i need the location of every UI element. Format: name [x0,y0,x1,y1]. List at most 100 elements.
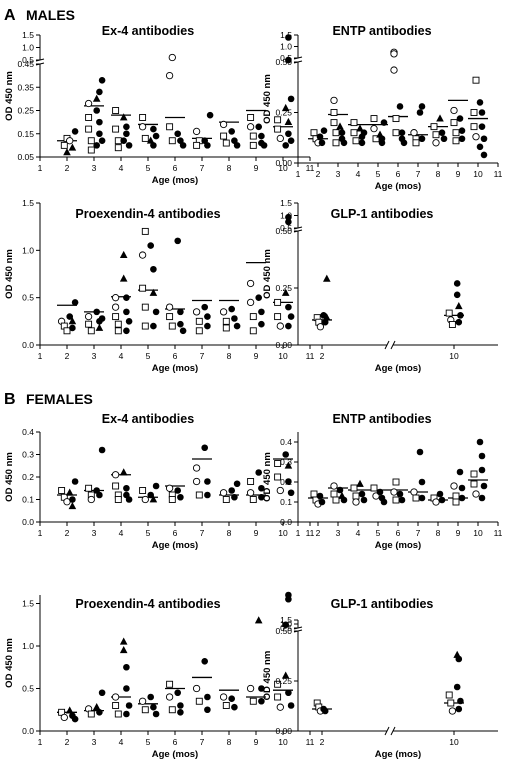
data-point-filled-circle [204,706,211,714]
data-point-filled-circle [287,489,295,497]
data-point-open-circle [111,294,120,302]
data-point-open-square [249,327,257,335]
data-point-filled-circle [147,693,154,701]
panel-5: Ex-4 antibodies 0.0 0.1 0.2 0.3 0.4 OD 450 nm 1… [4,412,315,551]
y-tick-label: 0.5 [280,53,292,63]
data-point-open-square [195,317,203,325]
data-point-open-square [310,490,318,498]
x-tick-label: 5 [146,737,151,747]
data-point-filled-circle [285,322,292,330]
x-tick-label: 6 [173,528,178,538]
data-point-open-circle [450,482,458,490]
y-tick-label: 1.0 [22,43,34,53]
data-point-filled-circle [258,484,265,492]
x-tick-label: 4 [119,163,124,173]
data-point-open-circle [370,125,378,133]
data-point-filled-circle [98,689,106,697]
data-point-open-square [274,298,282,306]
x-tick-label: 1 [296,169,301,179]
data-point-filled-triangle [436,114,444,122]
data-point-open-circle [246,279,255,288]
data-point-filled-triangle [254,616,263,624]
data-point-open-square [274,116,282,124]
data-point-open-square [222,317,230,325]
data-point-open-circle [390,488,398,496]
data-point-open-square [470,470,478,478]
data-point-open-square [60,141,68,149]
data-point-filled-circle [120,137,127,145]
y-tick-label: 0.4 [280,437,292,447]
data-point-filled-circle [285,595,292,603]
x-axis-label: Age (mos) [375,749,421,760]
data-point-open-square [452,129,460,137]
y-tick-label: 0.5 [280,223,292,233]
x-tick-label: 8 [227,163,232,173]
data-point-filled-circle [93,308,100,316]
data-point-open-square [352,137,360,145]
y-tick-label: 1.0 [22,641,34,651]
data-point-filled-circle [258,132,265,140]
data-point-filled-circle [177,320,184,328]
x-tick-label: 2 [65,737,70,747]
y-axis-label: OD 450 nm [262,249,273,299]
section-a-letter: A [4,7,16,24]
x-tick-label: 10 [449,737,459,747]
y-tick-label: 1.0 [22,245,34,255]
data-point-open-circle [165,484,174,492]
data-point-filled-circle [255,294,263,301]
data-point-filled-circle [380,119,388,126]
data-point-filled-circle [174,487,181,494]
data-point-open-circle [410,129,418,137]
data-point-filled-circle [233,322,241,330]
data-point-filled-circle [150,142,157,149]
data-point-filled-circle [255,469,263,476]
data-point-open-square [330,109,338,116]
y-tick-label: 1.0 [280,619,292,629]
x-tick-label: 10 [473,169,483,179]
data-point-filled-circle [231,493,238,501]
data-point-filled-circle [177,308,184,316]
data-point-open-square [472,76,480,84]
data-point-open-circle [138,251,147,259]
y-axis-label: OD 450 nm [4,638,15,688]
data-point-open-square [249,132,257,140]
y-tick-label: 0.5 [22,293,34,303]
x-tick-label: 1 [296,528,301,538]
data-point-filled-circle [228,487,235,494]
data-point-filled-triangle [323,313,331,321]
y-axis-label: OD 450 nm [4,249,15,299]
data-point-filled-circle [418,494,426,502]
y-tick-label: 1.5 [22,599,34,609]
data-point-filled-circle [123,663,130,671]
data-point-filled-circle [150,703,157,711]
data-point-filled-circle [360,129,368,136]
section-b-letter: B [4,391,16,408]
x-tick-label: 6 [396,528,401,538]
y-tick-label: 0.5 [280,623,292,633]
data-point-filled-circle [204,322,211,330]
data-point-open-square [452,137,460,145]
data-point-open-square [222,139,230,147]
data-point-open-square [392,496,400,504]
data-point-open-square [310,129,318,137]
data-point-filled-triangle [281,103,290,112]
panel-6: ENTP antibodies 0.0 0.1 0.2 0.3 0.4 OD 450 nm 1… [262,412,503,551]
data-point-filled-triangle [68,502,77,510]
x-tick-label: 5 [146,163,151,173]
data-point-open-square [87,146,95,154]
data-point-filled-circle [147,491,154,499]
data-point-filled-circle [453,280,461,287]
data-point-open-square [249,496,257,503]
data-point-filled-circle [287,702,295,709]
panel-title: Ex-4 antibodies [102,412,194,426]
data-point-open-circle [111,303,120,311]
y-tick-label: 0.25 [275,283,292,293]
data-point-filled-circle [358,139,366,147]
data-point-filled-circle [150,265,157,273]
data-point-open-square [141,303,149,311]
data-point-open-square [370,484,378,492]
y-tick-label: 0.50 [275,626,292,636]
x-axis-break-mark [384,726,390,736]
data-point-filled-circle [360,496,368,504]
x-tick-label: 7 [200,351,205,361]
